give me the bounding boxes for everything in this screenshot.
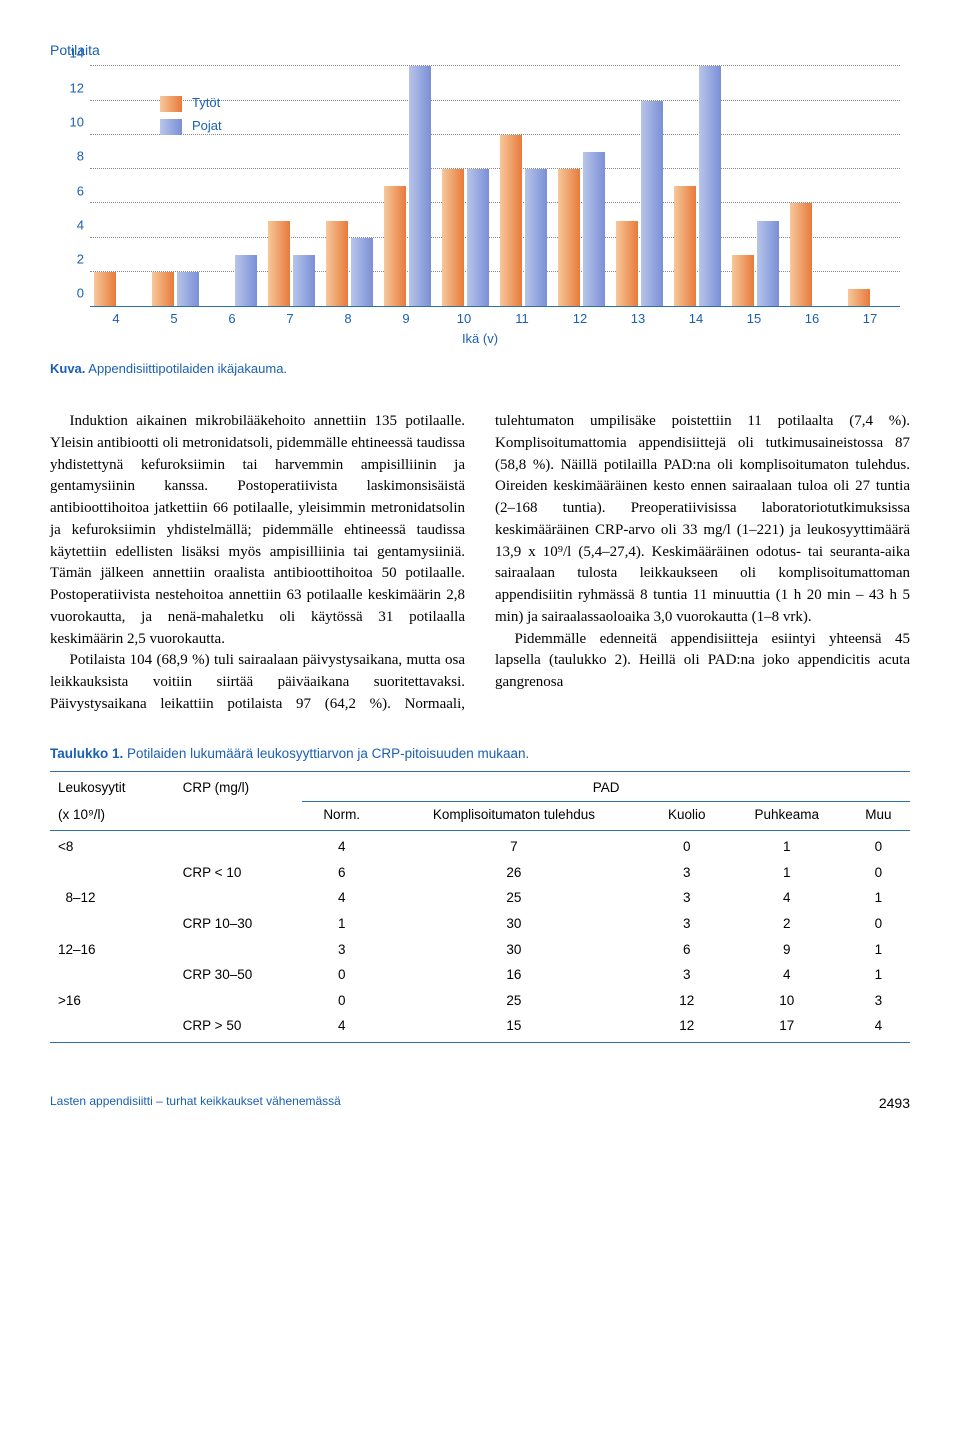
page-footer: Lasten appendisiitti – turhat keikkaukse… [50,1093,910,1113]
legend-label-boys: Pojat [192,117,222,136]
age-distribution-chart: Potilaita 2 4 6 8 10 12 14 0 Ikä (v) Tytöt Poja… [50,40,910,379]
table-row: <847010 [50,831,910,860]
body-para-1: Induktion aikainen mikrobilääkehoito ann… [50,411,465,650]
y-axis-title: Potilaita [50,40,910,60]
legend-swatch-girls [160,96,182,112]
x-tick-label: 9 [381,310,431,329]
y-tick-label: 10 [54,114,84,133]
legend-item-boys: Pojat [160,117,222,136]
x-tick-label: 4 [91,310,141,329]
y-tick-label: 8 [54,148,84,167]
x-tick-label: 6 [207,310,257,329]
bar-boy [351,238,373,307]
body-para-3: Pidemmälle edenneitä appendisiitteja esi… [495,629,910,694]
col-crp: CRP (mg/l) [175,772,303,802]
bar-boy [525,169,547,306]
col-norm: Norm. [302,801,381,831]
col-kompl: Komplisoitumaton tulehdus [381,801,647,831]
legend-item-girls: Tytöt [160,94,222,113]
y-tick-label: 6 [54,182,84,201]
y-tick-label: 0 [54,285,84,304]
bar-girl [152,272,174,306]
lab-values-table: Leukosyytit CRP (mg/l) PAD (x 10⁹/l) Nor… [50,771,910,1043]
col-leuk-unit: (x 10⁹/l) [50,801,175,831]
x-tick-label: 17 [845,310,895,329]
table-caption-bold: Taulukko 1. [50,746,123,761]
bar-girl [558,169,580,306]
chart-caption-text: Appendisiittipotilaiden ikäjakauma. [85,361,287,376]
legend-label-girls: Tytöt [192,94,220,113]
x-tick-label: 16 [787,310,837,329]
col-puhk: Puhkeama [727,801,847,831]
bar-boy [293,255,315,306]
bar-girl [500,135,522,306]
legend: Tytöt Pojat [160,94,222,140]
bar-girl [732,255,754,306]
bar-boy [699,66,721,306]
bar-girl [94,272,116,306]
table-caption-text: Potilaiden lukumäärä leukosyyttiarvon ja… [123,746,529,761]
legend-swatch-boys [160,119,182,135]
x-tick-label: 13 [613,310,663,329]
bar-boy [409,66,431,306]
bar-boy [641,101,663,307]
bar-boy [583,152,605,306]
x-tick-label: 8 [323,310,373,329]
table-caption: Taulukko 1. Potilaiden lukumäärä leukosy… [50,744,910,764]
bar-girl [790,203,812,306]
bar-girl [326,221,348,307]
table-1: Taulukko 1. Potilaiden lukumäärä leukosy… [50,744,910,1043]
y-tick-label: 12 [54,79,84,98]
bar-boy [235,255,257,306]
body-text: Induktion aikainen mikrobilääkehoito ann… [50,411,910,716]
x-tick-label: 5 [149,310,199,329]
x-tick-label: 7 [265,310,315,329]
col-kuolio: Kuolio [647,801,727,831]
bar-boy [757,221,779,307]
bar-girl [848,289,870,306]
table-row: 12–16330691 [50,937,910,963]
y-tick-label: 4 [54,216,84,235]
bar-girl [268,221,290,307]
col-pad: PAD [302,772,910,802]
y-tick-label: 14 [54,45,84,64]
table-row: CRP 30–50016341 [50,962,910,988]
chart-caption: Kuva. Appendisiittipotilaiden ikäjakauma… [50,360,910,379]
x-tick-label: 15 [729,310,779,329]
y-tick-label: 2 [54,251,84,270]
footer-page-number: 2493 [879,1093,910,1113]
bar-boy [467,169,489,306]
table-row: 8–12425341 [50,885,910,911]
x-axis-title: Ikä (v) [462,330,498,349]
x-tick-label: 12 [555,310,605,329]
table-row: CRP < 10626310 [50,860,910,886]
table-row: CRP 10–30130320 [50,911,910,937]
bar-girl [674,186,696,306]
x-tick-label: 10 [439,310,489,329]
col-leukocytes: Leukosyytit [50,772,175,802]
footer-article-title: Lasten appendisiitti – turhat keikkaukse… [50,1093,341,1113]
col-muu: Muu [847,801,910,831]
bar-girl [616,221,638,307]
table-row: >1602512103 [50,988,910,1014]
bar-girl [442,169,464,306]
table-row: CRP > 5041512174 [50,1013,910,1042]
chart-area: 24681012140 Ikä (v) Tytöt Pojat 45678910… [50,66,910,346]
x-tick-label: 11 [497,310,547,329]
x-tick-label: 14 [671,310,721,329]
bar-girl [384,186,406,306]
chart-caption-bold: Kuva. [50,361,85,376]
bar-boy [177,272,199,306]
